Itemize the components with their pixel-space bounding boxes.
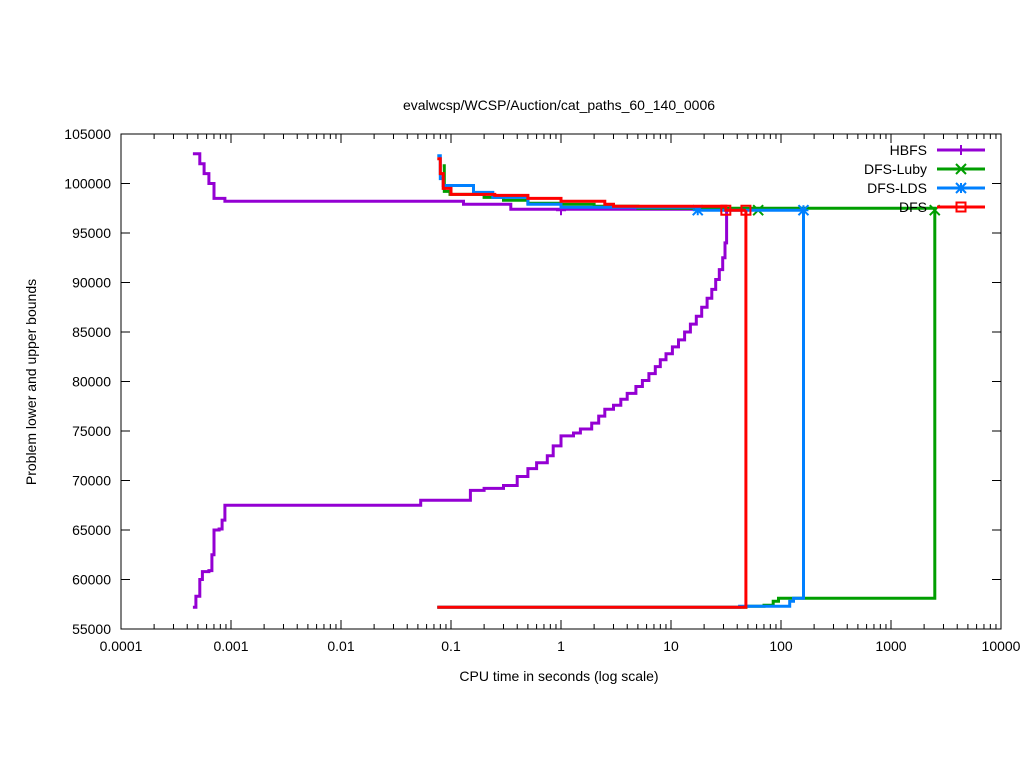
series-dfs-upper-bound-line (437, 157, 746, 212)
x-tick-label: 0.1 (441, 638, 461, 654)
x-tick-label: 0.0001 (100, 638, 143, 654)
x-tick-label: 10 (663, 638, 679, 654)
x-tick-label: 100 (769, 638, 793, 654)
series-dfs-marker (740, 204, 752, 216)
series-dfs-lower-bound-line (437, 210, 748, 609)
legend-label: DFS-LDS (867, 180, 927, 196)
y-tick-label: 95000 (72, 225, 111, 241)
y-tick-label: 70000 (72, 473, 111, 489)
y-tick-label: 90000 (72, 275, 111, 291)
legend-label: DFS-Luby (864, 161, 927, 177)
y-tick-label: 85000 (72, 324, 111, 340)
series-dfs-marker (720, 204, 732, 216)
y-axis-label: Problem lower and upper bounds (23, 279, 39, 485)
series-dfs (437, 157, 752, 609)
legend-marker (955, 201, 967, 213)
plot-frame (120, 133, 1002, 630)
x-tick-label: 0.01 (327, 638, 354, 654)
x-tick-label: 1 (557, 638, 565, 654)
legend: HBFS DFS-Luby DFS-LDS DFS (864, 142, 985, 215)
y-axis-ticks: 55000 60000 65000 70000 75000 80000 85000 90000… (64, 126, 1001, 637)
series-hbfs-lower-bound-line (192, 210, 729, 609)
legend-marker (955, 163, 967, 175)
y-tick-label: 100000 (64, 176, 111, 192)
legend-marker (955, 182, 967, 194)
chart-title: evalwcsp/WCSP/Auction/cat_paths_60_140_0… (403, 97, 715, 113)
x-axis-label: CPU time in seconds (log scale) (459, 668, 658, 684)
legend-label: DFS (899, 199, 927, 215)
x-tick-label: 1000 (875, 638, 906, 654)
series-hbfs (192, 152, 729, 609)
y-tick-label: 105000 (64, 126, 111, 142)
x-tick-label: 0.001 (213, 638, 248, 654)
legend-label: HBFS (890, 142, 927, 158)
y-tick-label: 60000 (72, 572, 111, 588)
x-tick-label: 10000 (982, 638, 1021, 654)
y-tick-label: 55000 (72, 621, 111, 637)
y-tick-label: 80000 (72, 374, 111, 390)
y-tick-label: 65000 (72, 522, 111, 538)
series-hbfs-upper-bound-line (192, 152, 729, 211)
series-dfs-lds-marker (797, 204, 810, 216)
plot-series (192, 152, 941, 609)
legend-marker (956, 145, 966, 155)
y-tick-label: 75000 (72, 423, 111, 439)
